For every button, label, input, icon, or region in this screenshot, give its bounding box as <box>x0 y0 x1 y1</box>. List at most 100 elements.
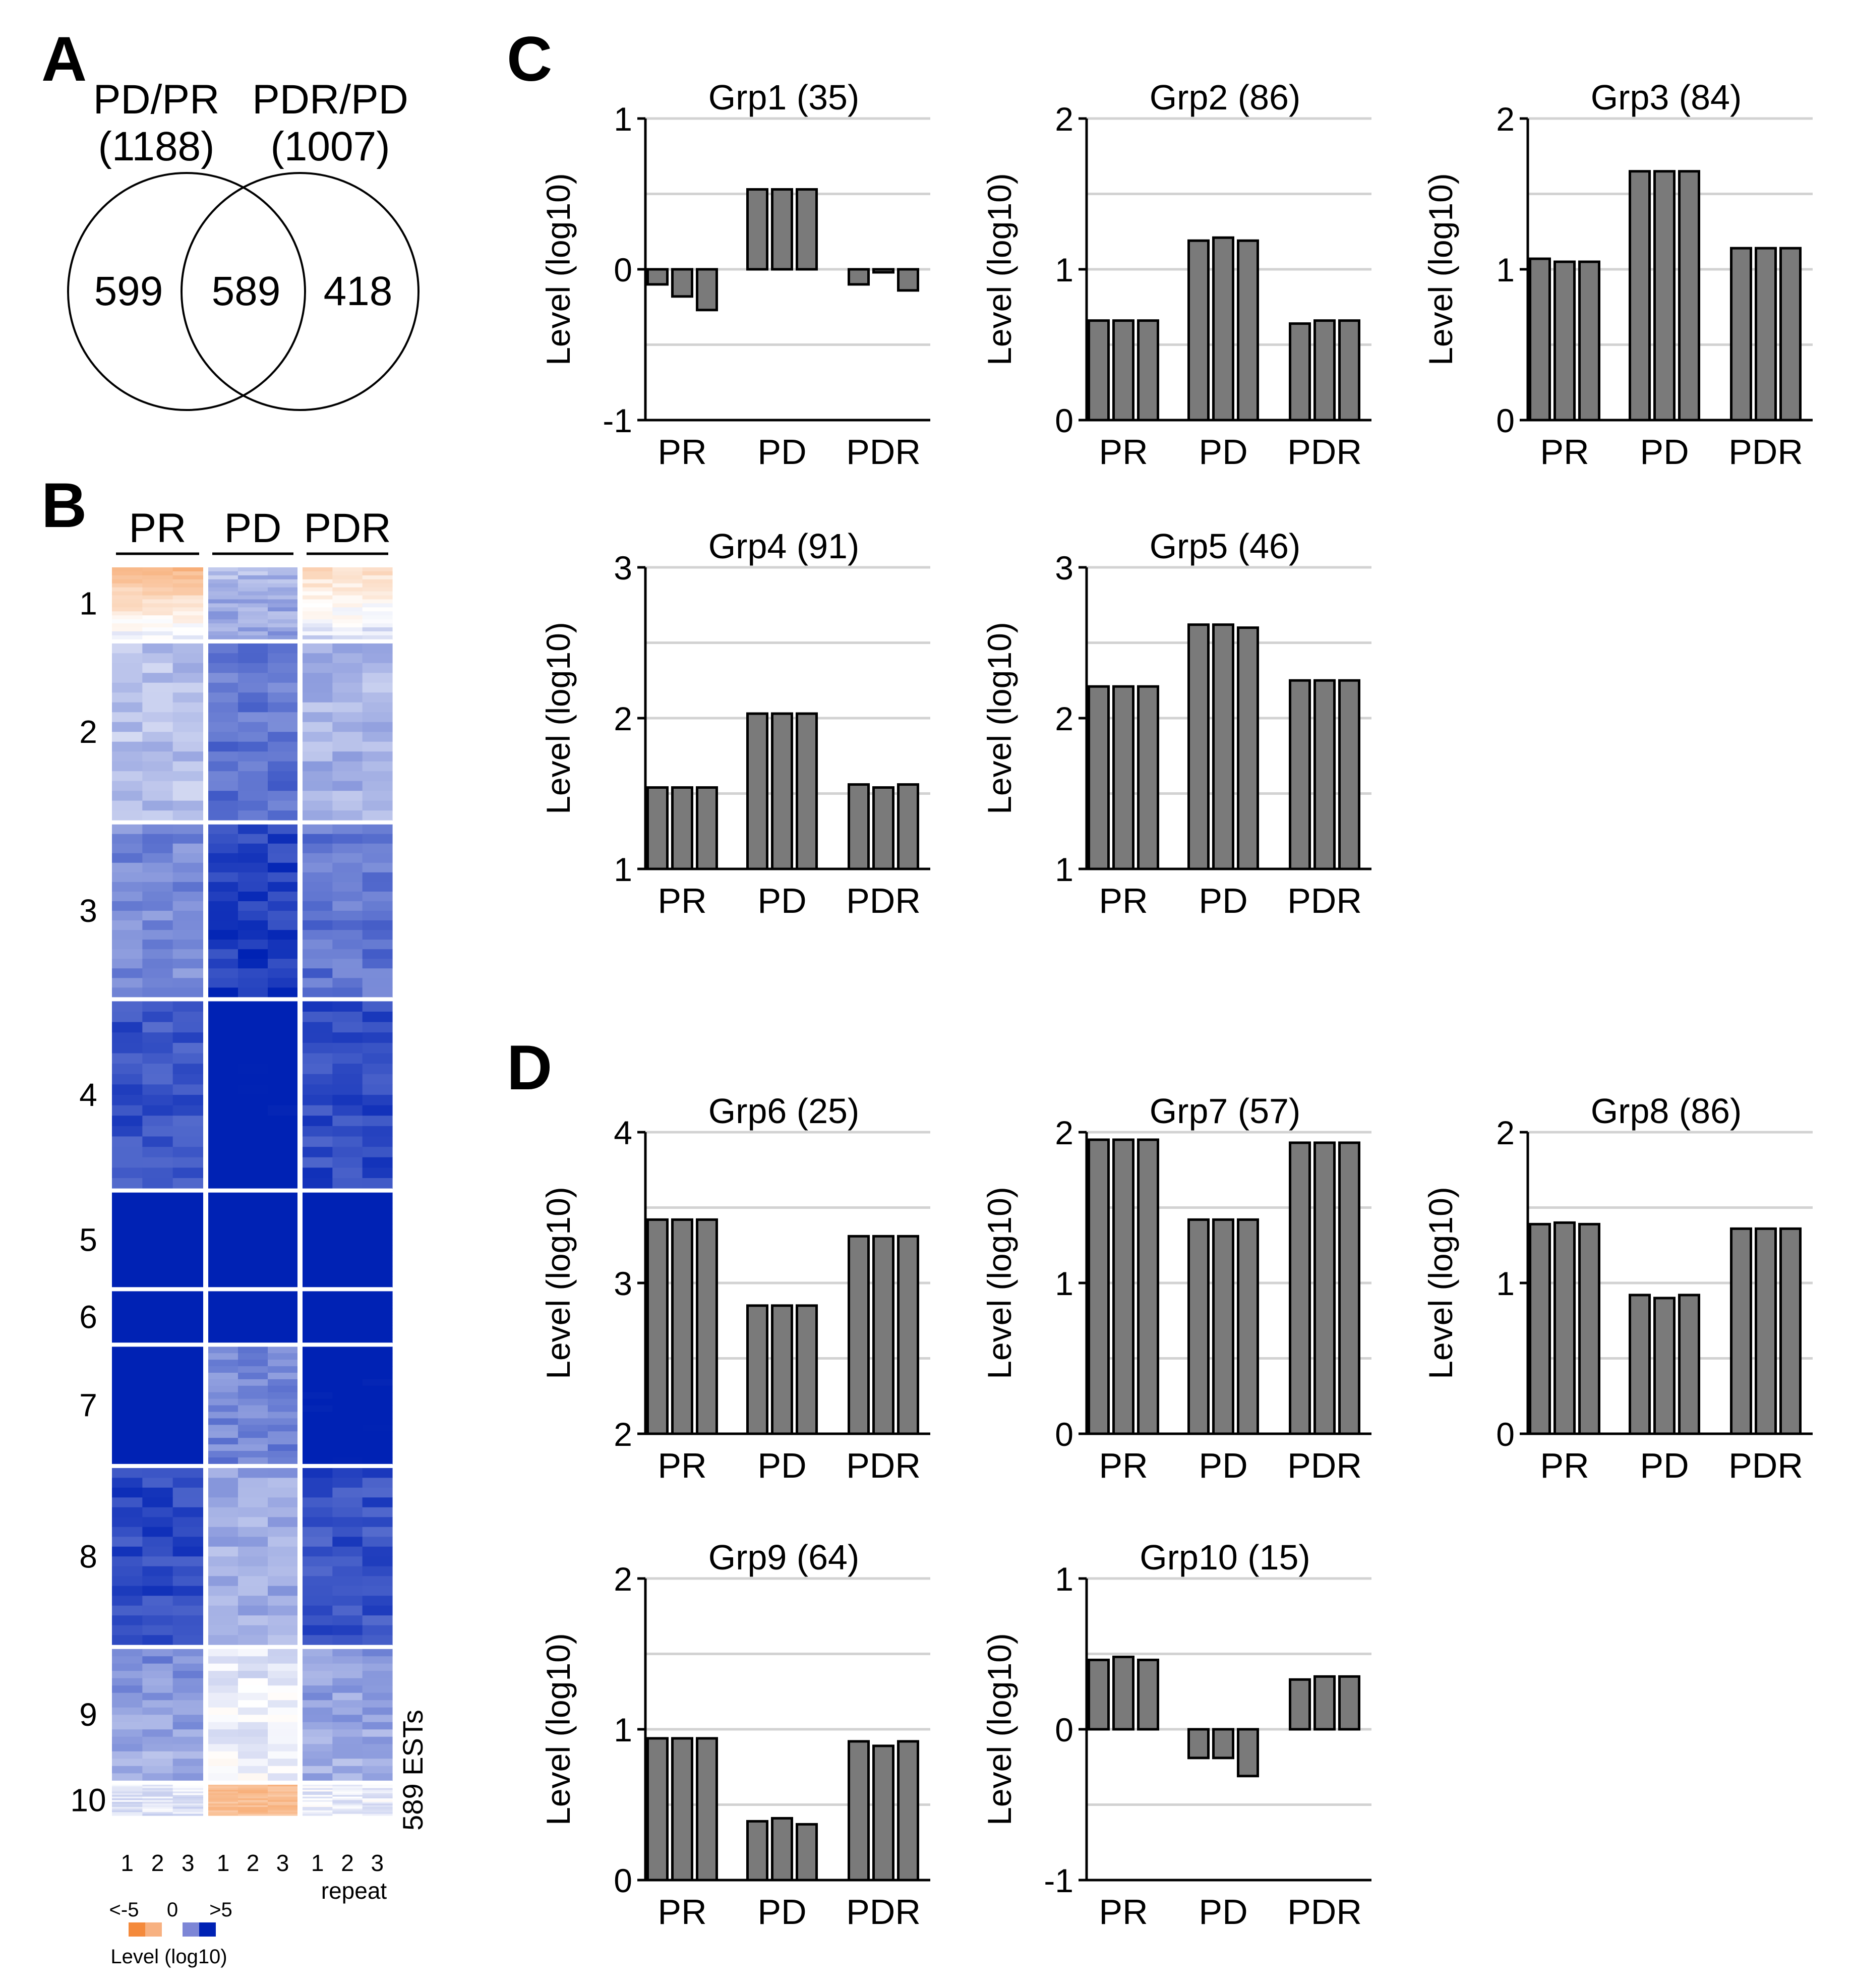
heatmap-cell <box>303 810 333 821</box>
heatmap-cell <box>332 1807 363 1809</box>
heatmap-cell <box>268 1744 298 1752</box>
heatmap-cell <box>238 1800 268 1802</box>
heatmap-cell <box>332 1788 363 1790</box>
heatmap-cell <box>238 1360 268 1367</box>
heatmap-cell <box>208 930 238 940</box>
category-label: PD <box>1199 1446 1247 1485</box>
heatmap-cell <box>172 1678 204 1686</box>
heatmap-cell <box>172 579 204 584</box>
legend-swatch-low-light <box>145 1922 162 1937</box>
heatmap-cell <box>172 623 204 628</box>
heatmap-cell <box>362 1297 393 1300</box>
heatmap-cell <box>208 1576 238 1587</box>
heatmap-cell <box>142 1208 173 1214</box>
heatmap-cell <box>268 1788 298 1790</box>
category-label: PR <box>657 1446 706 1485</box>
heatmap-cell <box>172 1425 204 1432</box>
heatmap-cell <box>362 800 393 811</box>
heatmap-cell <box>362 843 393 854</box>
heatmap-cell <box>332 635 363 640</box>
heatmap-cell <box>112 1245 143 1251</box>
heatmap-cell <box>238 1147 268 1158</box>
heatmap-cell <box>238 583 268 588</box>
heatmap-cell <box>268 1649 298 1657</box>
bar <box>1779 247 1802 422</box>
heatmap-cell <box>268 1136 298 1147</box>
heatmap-cell <box>362 1786 393 1789</box>
heatmap-cell <box>208 1798 238 1801</box>
heatmap-cell <box>142 579 173 584</box>
heatmap-cell <box>208 579 238 584</box>
y-tick-label: 1 <box>1496 251 1515 288</box>
heatmap-cell <box>362 1398 393 1406</box>
heatmap-cell <box>303 1147 333 1158</box>
condition-divider <box>203 566 208 1817</box>
heatmap-cell <box>112 1457 143 1465</box>
heatmap-cell <box>362 1385 393 1393</box>
heatmap-cell <box>332 1586 363 1596</box>
heatmap-cell <box>208 1372 238 1380</box>
heatmap-cell <box>303 1136 333 1147</box>
heatmap-cell <box>112 751 143 762</box>
heatmap-cell <box>268 1084 298 1095</box>
heatmap-cell <box>362 1203 393 1209</box>
heatmap-cell <box>172 595 204 600</box>
heatmap-cell <box>362 1360 393 1367</box>
heatmap-cell <box>268 1793 298 1795</box>
heatmap-cell <box>112 1331 143 1334</box>
heatmap-cell <box>208 1800 238 1802</box>
heatmap-cell <box>112 1700 143 1708</box>
heatmap-cell <box>303 1198 333 1204</box>
heatmap-cell <box>172 673 204 683</box>
heatmap-cell <box>303 1105 333 1116</box>
heatmap-cell <box>172 1281 204 1288</box>
heatmap-cell <box>172 627 204 632</box>
heatmap-cell <box>172 1198 204 1204</box>
heatmap-cell <box>142 1157 173 1168</box>
heatmap-cell <box>268 692 298 703</box>
heatmap-cell <box>332 615 363 620</box>
heatmap-cell <box>362 1566 393 1576</box>
heatmap-cell <box>303 781 333 791</box>
bar <box>1755 247 1777 422</box>
heatmap-cell <box>172 1126 204 1137</box>
heatmap-cell <box>238 1805 268 1807</box>
heatmap-cell <box>208 627 238 632</box>
heatmap-cell <box>172 1798 204 1801</box>
heatmap-cell <box>238 1192 268 1198</box>
heatmap-cell <box>208 872 238 883</box>
heatmap-cell <box>362 1517 393 1528</box>
heatmap-cell <box>268 987 298 998</box>
heatmap-cell <box>238 1431 268 1438</box>
heatmap-cell <box>332 1325 363 1329</box>
heatmap-cell <box>332 1074 363 1085</box>
heatmap-cell <box>303 1791 333 1794</box>
heatmap-cell <box>208 1311 238 1315</box>
heatmap-cell <box>142 1347 173 1354</box>
bar <box>1187 623 1210 870</box>
heatmap-cell <box>303 1294 333 1298</box>
heatmap-cell <box>112 611 143 616</box>
category-label: PDR <box>1728 432 1803 472</box>
heatmap-cell <box>208 1261 238 1267</box>
heatmap-cell <box>362 771 393 782</box>
heatmap-cell <box>332 1366 363 1373</box>
heatmap-cell <box>332 1798 363 1801</box>
heatmap-cell <box>268 1385 298 1393</box>
heatmap-cell <box>142 1366 173 1373</box>
heatmap-cell <box>303 1812 333 1815</box>
heatmap-cell <box>208 1250 238 1256</box>
heatmap-cell <box>268 1261 298 1267</box>
heatmap-cell <box>112 1805 143 1807</box>
heatmap-cell <box>208 1218 238 1224</box>
heatmap-cell <box>142 1074 173 1085</box>
heatmap-cell <box>142 1218 173 1224</box>
heatmap-cell <box>142 1266 173 1272</box>
heatmap-cell <box>208 751 238 762</box>
heatmap-cell <box>362 1353 393 1360</box>
heatmap-cell <box>208 1255 238 1261</box>
heatmap-cell <box>303 1497 333 1508</box>
heatmap-cell <box>332 978 363 988</box>
group-divider <box>112 639 392 644</box>
